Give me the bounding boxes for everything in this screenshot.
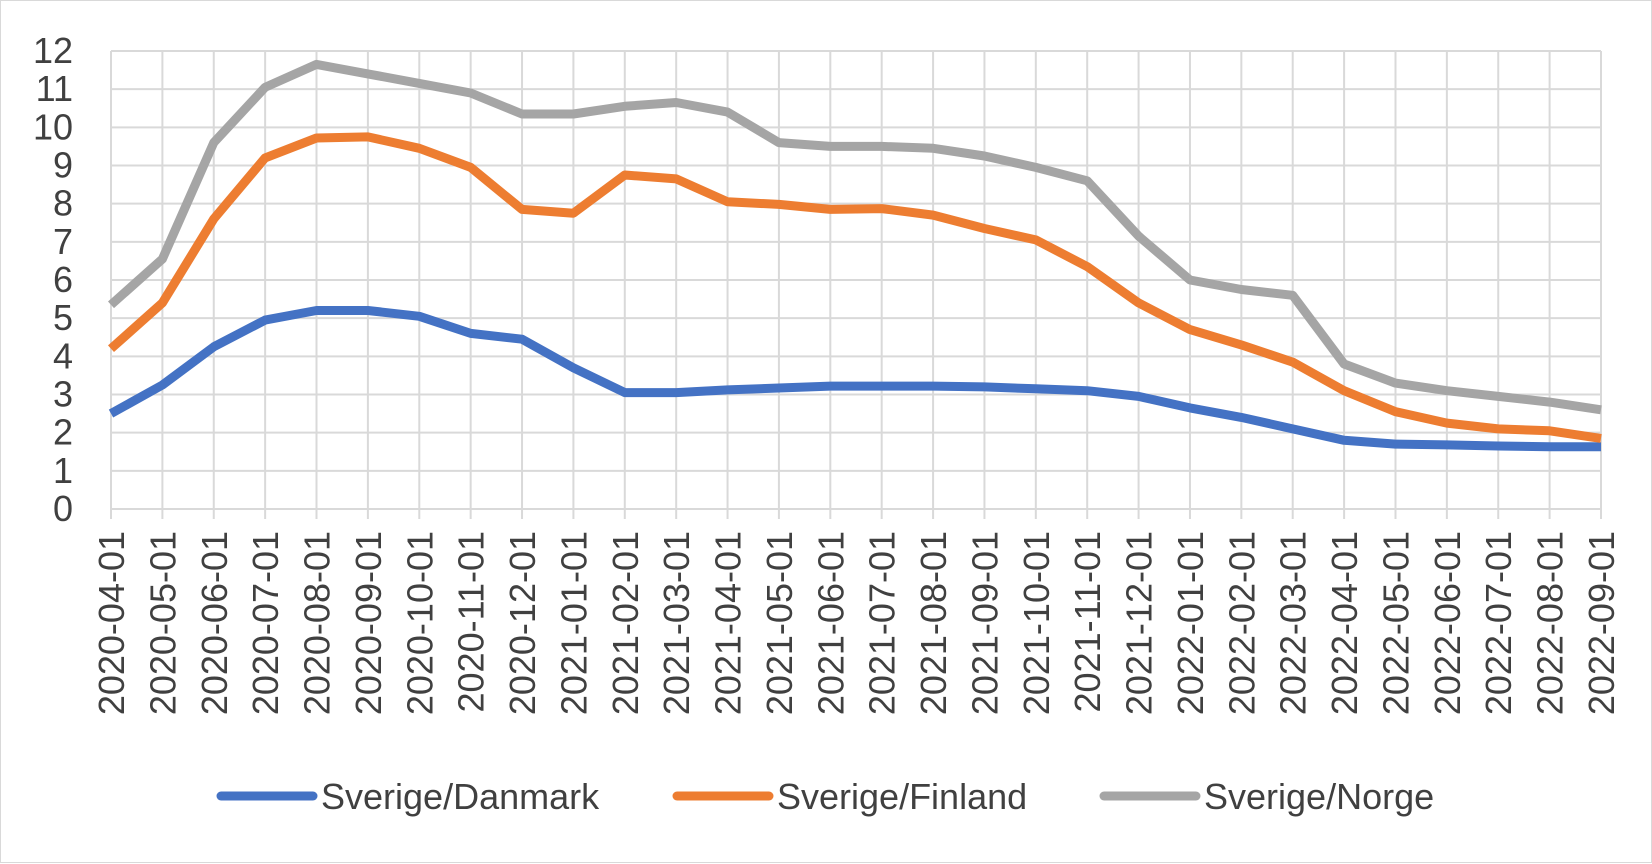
y-tick-label: 8 — [53, 183, 73, 224]
x-tick-label: 2022-04-01 — [1324, 531, 1365, 715]
y-tick-label: 12 — [33, 30, 73, 71]
x-tick-label: 2020-11-01 — [451, 531, 492, 712]
legend-label: Sverige/Danmark — [321, 776, 600, 817]
x-tick-label: 2021-01-01 — [553, 531, 594, 715]
x-tick-label: 2022-09-01 — [1581, 531, 1622, 715]
y-tick-label: 5 — [53, 297, 73, 338]
series-line-sverige-danmark — [108, 306, 1601, 452]
x-tick-label: 2021-04-01 — [708, 531, 749, 715]
y-tick-label: 1 — [53, 450, 73, 491]
x-tick-label: 2021-07-01 — [862, 531, 903, 715]
legend-item: Sverige/Danmark — [216, 776, 600, 817]
x-tick-label: 2021-08-01 — [913, 531, 954, 715]
x-tick-label: 2022-06-01 — [1427, 531, 1468, 715]
x-tick-label: 2021-10-01 — [1016, 531, 1057, 715]
legend: Sverige/Danmark Sverige/Finland Sverige/No… — [216, 776, 1434, 817]
x-tick-label: 2022-05-01 — [1375, 531, 1416, 715]
x-tick-label: 2022-07-01 — [1478, 531, 1519, 715]
x-tick-label: 2022-03-01 — [1273, 531, 1314, 715]
x-tick-label: 2021-03-01 — [656, 531, 697, 715]
x-tick-label: 2020-06-01 — [194, 531, 235, 715]
legend-label: Sverige/Norge — [1204, 776, 1434, 817]
y-tick-label: 9 — [53, 145, 73, 186]
legend-item: Sverige/Norge — [1099, 776, 1434, 817]
x-tick-label: 2020-09-01 — [348, 531, 389, 715]
y-tick-label: 6 — [53, 259, 73, 300]
x-tick-label: 2020-07-01 — [245, 531, 286, 715]
x-tick-label: 2021-05-01 — [759, 531, 800, 715]
x-tick-label: 2021-02-01 — [605, 531, 646, 715]
x-tick-label: 2020-08-01 — [297, 531, 338, 715]
y-tick-label: 0 — [53, 488, 73, 529]
x-tick-label: 2021-06-01 — [810, 531, 851, 715]
x-tick-label: 2021-11-01 — [1067, 531, 1108, 712]
legend-label: Sverige/Finland — [777, 776, 1027, 817]
legend-item: Sverige/Finland — [672, 776, 1027, 817]
x-tick-label: 2022-02-01 — [1221, 531, 1262, 715]
series-line-sverige-finland — [108, 132, 1602, 443]
x-tick-label: 2022-08-01 — [1530, 531, 1571, 715]
y-tick-label: 4 — [53, 335, 73, 376]
x-tick-label: 2020-04-01 — [91, 531, 132, 715]
y-tick-label: 7 — [53, 221, 73, 262]
y-tick-label: 10 — [33, 106, 73, 147]
series-line-sverige-norge — [108, 59, 1602, 415]
x-tick-label: 2020-05-01 — [142, 531, 183, 715]
x-tick-label: 2021-12-01 — [1119, 531, 1160, 715]
y-tick-label: 2 — [53, 412, 73, 453]
x-tick-label: 2021-09-01 — [964, 531, 1005, 715]
series-lines — [108, 59, 1602, 452]
y-tick-label: 3 — [53, 374, 73, 415]
x-tick-label: 2022-01-01 — [1170, 531, 1211, 715]
y-tick-label: 11 — [36, 68, 73, 109]
x-tick-label: 2020-10-01 — [399, 531, 440, 715]
x-tick-label: 2020-12-01 — [502, 531, 543, 715]
grid — [110, 50, 1602, 510]
